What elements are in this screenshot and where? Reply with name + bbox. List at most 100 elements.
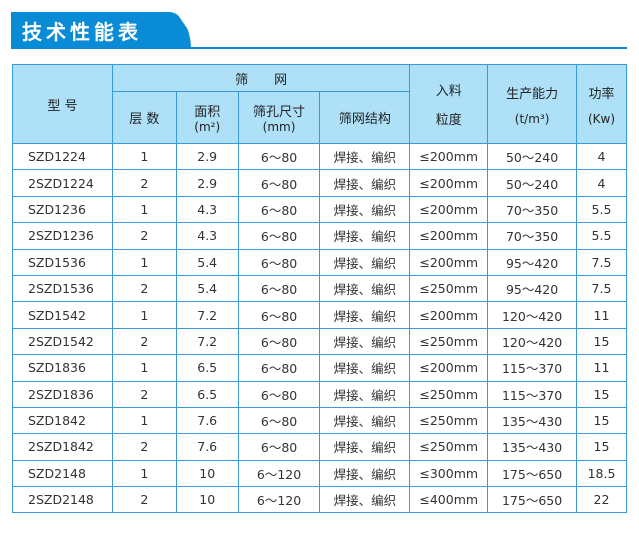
- cell-feed-size: ≤250mm: [409, 380, 489, 408]
- cell-model: SZD1542: [12, 301, 113, 329]
- cell-power: 7.5: [576, 248, 627, 276]
- cell-layers: 2: [111, 222, 177, 250]
- header-capacity-label: 生产能力: [506, 86, 559, 102]
- cell-feed-size: ≤250mm: [409, 327, 489, 356]
- cell-area: 2.9: [175, 169, 239, 197]
- cell-capacity: 50～240: [487, 142, 577, 171]
- header-power: 功率 (Kw): [576, 64, 627, 144]
- cell-feed-size: ≤200mm: [409, 222, 489, 250]
- header-aperture-label: 筛孔尺寸: [253, 105, 306, 120]
- cell-power: 15: [576, 406, 627, 435]
- cell-capacity: 70～350: [487, 222, 577, 250]
- cell-structure: 焊接、编织: [319, 142, 411, 171]
- cell-capacity: 70～350: [487, 195, 577, 224]
- title-rule: [11, 47, 627, 49]
- cell-layers: 1: [111, 301, 177, 329]
- cell-layers: 1: [111, 459, 177, 488]
- cell-model: SZD1224: [12, 142, 113, 171]
- cell-capacity: 175～650: [487, 486, 577, 514]
- cell-feed-size: ≤250mm: [409, 406, 489, 435]
- cell-power: 11: [576, 301, 627, 329]
- header-power-label: 功率: [588, 86, 615, 102]
- cell-area: 4.3: [175, 222, 239, 250]
- cell-feed-size: ≤250mm: [409, 274, 489, 303]
- cell-aperture: 6～80: [237, 222, 321, 250]
- cell-model: 2SZD1224: [12, 169, 113, 197]
- cell-area: 7.2: [175, 301, 239, 329]
- table-row: 2SZD1224 2 2.9 6～80 焊接、编织 ≤200mm 50～240 4: [12, 169, 627, 197]
- spec-table: 型 号 筛 网 入料 粒度 生产能力 (t/m³) 功率 (Kw) 层 数 面积 (m²…: [12, 64, 627, 514]
- cell-area: 5.4: [175, 248, 239, 276]
- header-power-unit: (Kw): [587, 111, 616, 126]
- table-row: SZD1836 1 6.5 6～80 焊接、编织 ≤200mm 115～370 11: [12, 354, 627, 382]
- cell-capacity: 50～240: [487, 169, 577, 197]
- cell-feed-size: ≤200mm: [409, 354, 489, 382]
- cell-model: SZD1842: [12, 406, 113, 435]
- cell-aperture: 6～120: [237, 459, 321, 488]
- cell-model: 2SZD1542: [12, 327, 113, 356]
- cell-structure: 焊接、编织: [319, 327, 411, 356]
- table-row: SZD1842 1 7.6 6～80 焊接、编织 ≤250mm 135～430 15: [12, 406, 627, 435]
- table-row: 2SZD1836 2 6.5 6～80 焊接、编织 ≤250mm 115～370 15: [12, 380, 627, 408]
- cell-power: 5.5: [576, 222, 627, 250]
- header-feed-line2: 粒度: [435, 113, 462, 128]
- cell-area: 2.9: [175, 142, 239, 171]
- cell-aperture: 6～80: [237, 406, 321, 435]
- cell-feed-size: ≤400mm: [409, 486, 489, 514]
- header-aperture-unit: (mm): [262, 120, 296, 134]
- cell-layers: 2: [111, 433, 177, 461]
- cell-structure: 焊接、编织: [319, 274, 411, 303]
- cell-capacity: 120～420: [487, 301, 577, 329]
- cell-aperture: 6～80: [237, 380, 321, 408]
- table-row: 2SZD1842 2 7.6 6～80 焊接、编织 ≤250mm 135～430 15: [12, 433, 627, 461]
- table-row: SZD1542 1 7.2 6～80 焊接、编织 ≤200mm 120～420 11: [12, 301, 627, 329]
- table-row: 2SZD1536 2 5.4 6～80 焊接、编织 ≤250mm 95～420 7.5: [12, 274, 627, 303]
- cell-area: 7.6: [175, 406, 239, 435]
- cell-model: 2SZD1842: [12, 433, 113, 461]
- cell-layers: 2: [111, 327, 177, 356]
- cell-structure: 焊接、编织: [319, 354, 411, 382]
- cell-model: SZD2148: [12, 459, 113, 488]
- cell-area: 6.5: [175, 380, 239, 408]
- title-banner: [11, 12, 191, 49]
- cell-capacity: 115～370: [487, 354, 577, 382]
- cell-feed-size: ≤200mm: [409, 142, 489, 171]
- cell-feed-size: ≤200mm: [409, 169, 489, 197]
- header-feed: 入料 粒度: [409, 64, 489, 144]
- cell-power: 15: [576, 327, 627, 356]
- cell-aperture: 6～80: [237, 327, 321, 356]
- cell-capacity: 115～370: [487, 380, 577, 408]
- cell-model: 2SZD1836: [12, 380, 113, 408]
- cell-structure: 焊接、编织: [319, 248, 411, 276]
- table-row: SZD2148 1 10 6～120 焊接、编织 ≤300mm 175～650 18.5: [12, 459, 627, 488]
- cell-aperture: 6～120: [237, 486, 321, 514]
- cell-layers: 1: [111, 354, 177, 382]
- cell-capacity: 120～420: [487, 327, 577, 356]
- cell-aperture: 6～80: [237, 195, 321, 224]
- cell-structure: 焊接、编织: [319, 301, 411, 329]
- table-row: SZD1536 1 5.4 6～80 焊接、编织 ≤200mm 95～420 7.5: [12, 248, 627, 276]
- header-screen: 筛 网: [111, 64, 411, 92]
- cell-model: 2SZD1236: [12, 222, 113, 250]
- cell-structure: 焊接、编织: [319, 459, 411, 488]
- cell-aperture: 6～80: [237, 354, 321, 382]
- table-row: SZD1236 1 4.3 6～80 焊接、编织 ≤200mm 70～350 5.5: [12, 195, 627, 224]
- cell-power: 5.5: [576, 195, 627, 224]
- cell-layers: 2: [111, 486, 177, 514]
- cell-layers: 1: [111, 406, 177, 435]
- cell-feed-size: ≤250mm: [409, 433, 489, 461]
- cell-area: 5.4: [175, 274, 239, 303]
- cell-aperture: 6～80: [237, 274, 321, 303]
- table-row: 2SZD1542 2 7.2 6～80 焊接、编织 ≤250mm 120～420 15: [12, 327, 627, 356]
- header-capacity: 生产能力 (t/m³): [487, 64, 577, 144]
- cell-layers: 2: [111, 169, 177, 197]
- cell-area: 10: [175, 459, 239, 488]
- cell-model: 2SZD1536: [12, 274, 113, 303]
- cell-area: 4.3: [175, 195, 239, 224]
- header-area-label: 面积: [194, 105, 221, 120]
- cell-area: 7.2: [175, 327, 239, 356]
- cell-layers: 2: [111, 380, 177, 408]
- cell-model: SZD1836: [12, 354, 113, 382]
- cell-capacity: 95～420: [487, 274, 577, 303]
- cell-power: 4: [576, 169, 627, 197]
